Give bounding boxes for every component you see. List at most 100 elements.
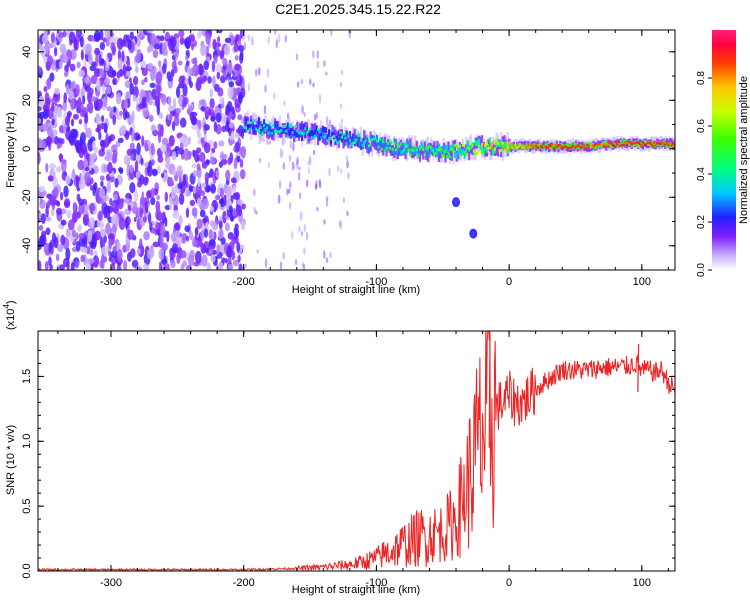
noise-blob xyxy=(84,76,90,84)
noise-blob xyxy=(208,248,213,255)
noise-blob xyxy=(51,96,57,105)
noise-blob xyxy=(101,115,105,123)
ridge-cell xyxy=(350,136,353,143)
noise-blob xyxy=(87,153,95,166)
ridge-cell xyxy=(251,123,254,129)
ridge-cell xyxy=(567,142,570,148)
snr-panel: -300 -200 -100 0 100 0.0 0.5 1.0 1.5 Height of s… xyxy=(2,300,676,596)
ridge-cell xyxy=(500,148,503,152)
ridge-cell xyxy=(484,145,487,157)
noise-blob xyxy=(45,205,49,218)
noise-blob xyxy=(43,101,50,112)
noise-blob xyxy=(227,157,232,166)
noise-blob xyxy=(286,188,289,196)
noise-blob xyxy=(68,90,75,100)
ridge-cell xyxy=(288,124,291,128)
noise-blob xyxy=(213,204,217,213)
ridge-cell xyxy=(536,143,539,149)
y-tick-label: 0.0 xyxy=(21,563,33,578)
snr-y-label: SNR (10 * v/v) xyxy=(5,425,17,495)
ridge-cell xyxy=(324,127,328,134)
x-tick-label: -300 xyxy=(100,276,122,288)
ridge-cell xyxy=(262,123,265,134)
ridge-cell xyxy=(506,145,509,149)
noise-blob xyxy=(105,132,109,145)
noise-blob xyxy=(47,43,54,49)
noise-blob xyxy=(53,136,59,145)
ridge-cell xyxy=(360,138,363,142)
ridge-cell xyxy=(307,132,310,144)
noise-blob xyxy=(205,247,210,254)
noise-blob xyxy=(146,92,150,104)
ridge-cell xyxy=(283,125,286,128)
ridge-cell xyxy=(286,122,289,129)
noise-blob xyxy=(69,63,76,72)
noise-blob xyxy=(71,211,79,223)
ridge-cell xyxy=(258,129,261,133)
noise-blob xyxy=(106,173,111,182)
ridge-cell xyxy=(654,144,657,147)
ridge-cell xyxy=(267,131,270,135)
ridge-cell xyxy=(539,142,543,147)
ridge-cell xyxy=(301,121,304,132)
noise-blob xyxy=(168,135,175,147)
noise-blob xyxy=(316,207,319,212)
noise-blob xyxy=(136,248,141,255)
ridge-cell xyxy=(246,124,250,130)
ridge-cell xyxy=(326,134,329,141)
ridge-cell xyxy=(525,143,528,148)
ridge-cell xyxy=(563,145,566,148)
ridge-cell xyxy=(261,131,264,135)
ridge-cell xyxy=(312,124,315,135)
noise-blob xyxy=(170,37,177,48)
ridge-cell xyxy=(277,130,280,134)
snr-series-line xyxy=(38,331,675,571)
noise-blob xyxy=(182,173,186,186)
ridge-cell xyxy=(482,139,485,151)
noise-blob xyxy=(123,154,131,166)
ridge-cell xyxy=(438,151,441,162)
ridge-cell xyxy=(567,146,570,150)
x-tick-label: 0 xyxy=(506,276,512,288)
ridge-cell xyxy=(627,141,630,146)
noise-blob xyxy=(282,162,285,170)
ridge-cell xyxy=(619,139,622,145)
noise-blob xyxy=(228,122,235,129)
noise-blob xyxy=(198,99,206,106)
ridge-cell xyxy=(261,124,264,136)
ridge-cell xyxy=(291,131,294,134)
noise-blob xyxy=(78,232,85,240)
noise-blob xyxy=(116,248,123,261)
ridge-cell xyxy=(297,131,300,138)
noise-blob xyxy=(289,181,292,190)
noise-blob xyxy=(197,197,201,207)
colorbar-gradient xyxy=(712,30,736,270)
noise-blob xyxy=(147,62,154,70)
noise-blob xyxy=(38,66,42,73)
ridge-cell xyxy=(643,140,646,145)
noise-blob xyxy=(199,209,206,218)
noise-blob xyxy=(186,190,191,197)
noise-blob xyxy=(278,194,281,204)
noise-blob xyxy=(113,106,117,113)
noise-blob xyxy=(222,57,228,67)
noise-blob xyxy=(176,86,181,98)
noise-blob xyxy=(307,160,310,166)
noise-blob xyxy=(326,115,329,126)
ridge-cell xyxy=(374,139,377,146)
ridge-cell xyxy=(404,148,407,155)
ridge-cell xyxy=(414,145,417,149)
ridge-cell xyxy=(640,144,643,147)
noise-blob xyxy=(181,238,186,244)
noise-blob xyxy=(137,217,141,227)
noise-blob xyxy=(236,75,240,83)
noise-blob xyxy=(196,163,201,171)
noise-blob xyxy=(63,123,67,134)
noise-blob xyxy=(131,259,139,268)
isolated-peak-core xyxy=(471,230,476,237)
noise-blob xyxy=(231,130,235,141)
noise-blob xyxy=(120,198,125,204)
noise-blob xyxy=(141,191,145,205)
noise-blob xyxy=(38,260,42,270)
